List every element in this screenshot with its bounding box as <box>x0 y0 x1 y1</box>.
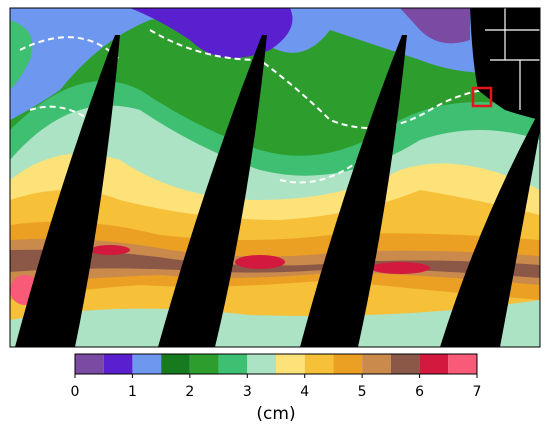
colorbar-segment <box>189 354 219 374</box>
colorbar-segment <box>75 354 104 374</box>
colorbar-segment <box>218 354 248 374</box>
map-frame <box>9 7 541 348</box>
colorbar-segment <box>103 354 133 374</box>
colorbar-tick-label: 1 <box>128 384 137 400</box>
colorbar-segment <box>276 354 305 374</box>
colorbar-tick-label: 6 <box>415 384 424 400</box>
colorbar-segment <box>304 354 334 374</box>
colorbar: 0 1 2 3 4 5 6 7 <box>71 353 482 400</box>
colorbar-tick-label: 0 <box>71 384 80 400</box>
colorbar-frame <box>74 353 478 375</box>
colorbar-label: (cm) <box>256 404 295 424</box>
colorbar-segment <box>132 354 162 374</box>
colorbar-tick-label: 7 <box>473 384 482 400</box>
colorbar-segment <box>419 354 449 374</box>
colorbar-tick-label: 5 <box>358 384 367 400</box>
colorbar-segment <box>161 354 190 374</box>
colorbar-tick-label: 4 <box>300 384 309 400</box>
colorbar-segment <box>247 354 276 374</box>
colorbar-segment <box>333 354 363 374</box>
colorbar-segment <box>448 354 477 374</box>
colorbar-tick-label: 3 <box>243 384 252 400</box>
colorbar-segment <box>390 354 420 374</box>
water-vapor-map <box>10 8 540 347</box>
colorbar-tick-label: 2 <box>185 384 194 400</box>
colorbar-segment <box>362 354 391 374</box>
